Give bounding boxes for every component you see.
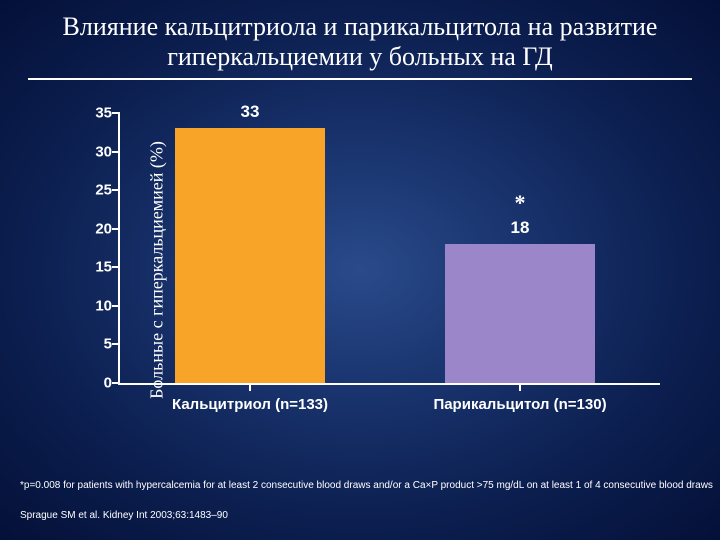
y-tick	[112, 305, 120, 307]
y-tick-label: 15	[74, 259, 112, 276]
y-tick	[112, 151, 120, 153]
y-tick-label: 35	[74, 105, 112, 122]
footnote-citation: Sprague SM et al. Kidney Int 2003;63:148…	[20, 510, 228, 523]
y-tick-label: 10	[74, 297, 112, 314]
bar	[445, 244, 595, 383]
y-tick	[112, 189, 120, 191]
footnote-significance: *p=0.008 for patients with hypercalcemia…	[20, 480, 713, 493]
bar-value-label: 18	[511, 218, 530, 238]
title-underline	[28, 78, 692, 80]
y-tick	[112, 343, 120, 345]
y-tick-label: 25	[74, 182, 112, 199]
x-tick-label: Кальцитриол (n=133)	[172, 396, 328, 413]
y-tick	[112, 228, 120, 230]
x-tick-label: Парикальцитол (n=130)	[433, 396, 606, 413]
bar-value-label: 33	[241, 102, 260, 122]
x-tick	[519, 383, 521, 391]
significance-marker: *	[515, 190, 526, 216]
y-tick-label: 5	[74, 336, 112, 353]
y-tick-label: 30	[74, 143, 112, 160]
bar	[175, 128, 325, 383]
y-tick-label: 0	[74, 375, 112, 392]
chart: Больные с гиперкальциемией (%) 051015202…	[40, 105, 680, 435]
slide-title: Влияние кальцитриола и парикальцитола на…	[0, 0, 720, 72]
slide-title-text: Влияние кальцитриола и парикальцитола на…	[63, 12, 658, 71]
x-tick	[249, 383, 251, 391]
y-tick	[112, 266, 120, 268]
plot-area: 0510152025303533Кальцитриол (n=133)18*Па…	[118, 113, 660, 385]
y-tick	[112, 382, 120, 384]
y-tick-label: 20	[74, 220, 112, 237]
y-tick	[112, 112, 120, 114]
